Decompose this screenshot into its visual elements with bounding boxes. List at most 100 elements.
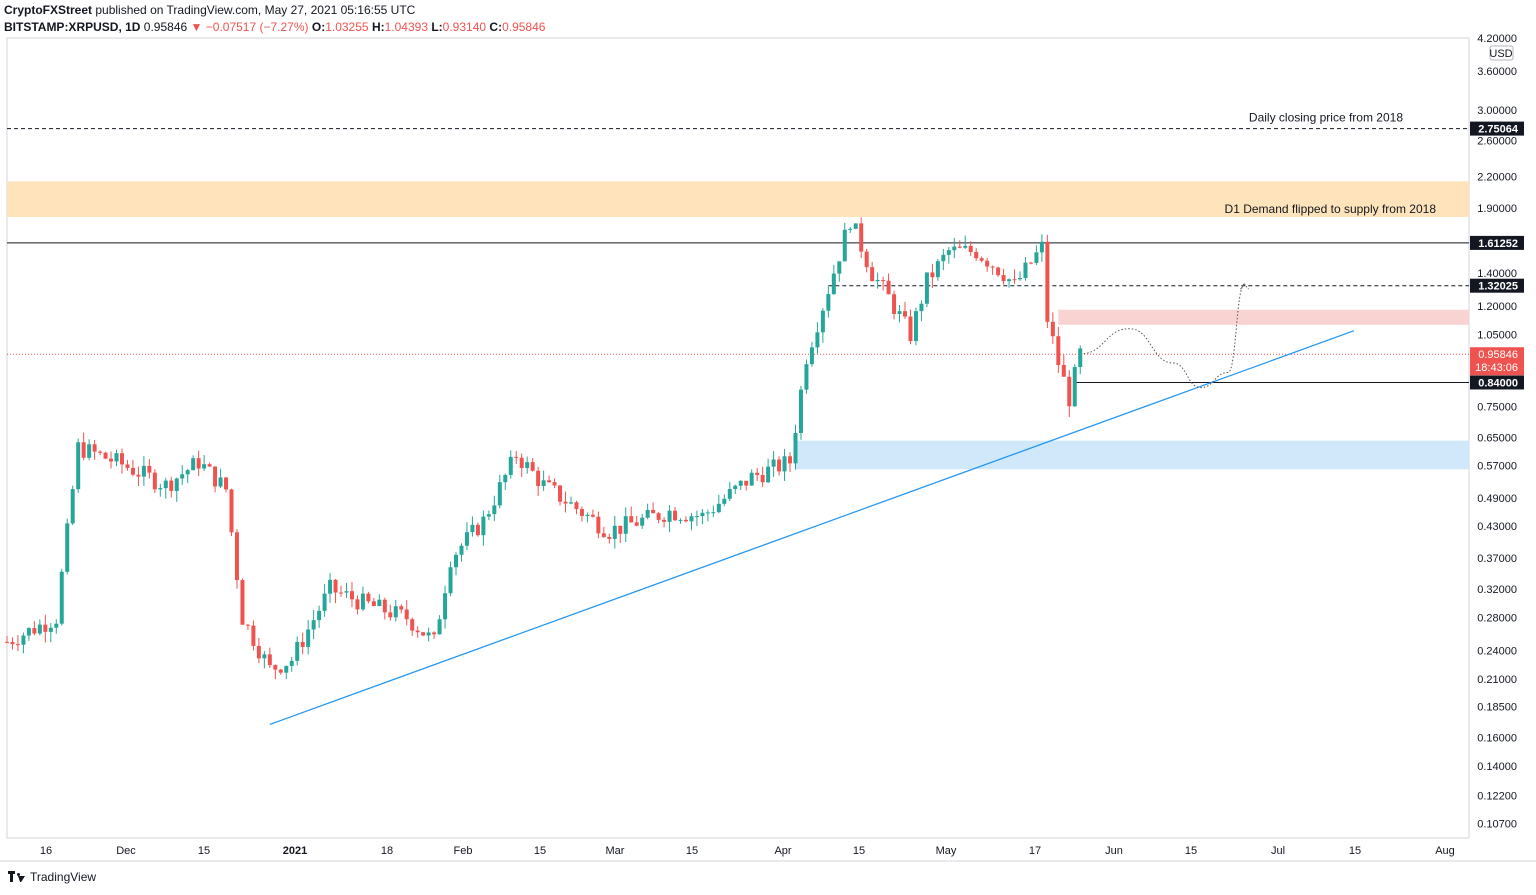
x-tick-label: Mar [606, 845, 625, 857]
candle-body [848, 228, 853, 230]
zone-note: D1 Demand flipped to supply from 2018 [1225, 202, 1437, 216]
x-tick-label: 15 [1349, 845, 1361, 857]
candle-body [837, 261, 842, 274]
candle-body [1007, 279, 1012, 282]
y-tick-label: 3.00000 [1477, 105, 1517, 117]
y-tick-label: 0.28000 [1477, 613, 1517, 625]
candle-body [81, 442, 86, 458]
level-price-label: 1.61252 [1478, 238, 1518, 250]
y-tick-label: 0.37000 [1477, 553, 1517, 565]
candle-body [596, 516, 601, 534]
candle-body [996, 267, 1001, 276]
candle-body [103, 452, 108, 459]
low-label: L: [431, 20, 443, 34]
level-price-tag [1470, 375, 1524, 390]
publish-info: CryptoFXStreet published on TradingView.… [4, 2, 415, 18]
y-tick-label: 0.10700 [1477, 819, 1517, 831]
y-tick-label: 2.60000 [1477, 136, 1517, 148]
level-price-label: 2.75064 [1478, 124, 1519, 136]
candle-body [640, 517, 645, 526]
candle-body [590, 514, 595, 517]
trendline [269, 330, 1355, 725]
candle-body [306, 629, 311, 647]
candle-body [371, 601, 376, 607]
ohlc-legend: BITSTAMP:XRPUSD, 1D 0.95846 ▼ −0.07517 (… [4, 19, 545, 35]
candle-body [558, 485, 563, 502]
candle-body [43, 624, 48, 632]
candle-body [273, 665, 278, 670]
candle-body [26, 628, 31, 636]
open-label: O: [311, 20, 326, 34]
x-tick-label: May [936, 845, 957, 857]
candle-body [667, 510, 672, 522]
candle-body [311, 620, 316, 630]
candle-body [59, 571, 64, 624]
candle-body [903, 311, 908, 317]
candle-body [48, 627, 53, 632]
candle-body [552, 482, 557, 486]
candle-body [503, 474, 508, 483]
y-tick-label: 1.40000 [1477, 268, 1517, 280]
y-tick-label: 0.49000 [1477, 493, 1517, 505]
candle-body [508, 456, 513, 475]
candle-body [388, 612, 393, 618]
candle-body [755, 472, 760, 475]
x-tick-label: Apr [774, 845, 791, 857]
candle-body [300, 641, 305, 647]
candle-body [683, 519, 688, 522]
candle-body [267, 654, 272, 666]
candle-body [278, 669, 283, 673]
high-label: H: [371, 20, 385, 34]
candle-body [924, 272, 929, 304]
candle-body [21, 635, 26, 645]
candle-body [892, 294, 897, 314]
candle-body [722, 498, 727, 504]
candle-body [448, 567, 453, 594]
candle-body [782, 456, 787, 472]
x-tick-label: Jun [1105, 845, 1123, 857]
candle-body [393, 606, 398, 618]
footer-brand: TradingView [30, 870, 97, 884]
countdown-label: 18:43:06 [1475, 362, 1518, 374]
candle-body [322, 593, 327, 611]
candle-body [656, 513, 661, 520]
candle-body [1012, 279, 1017, 281]
candle-body [618, 525, 623, 534]
candle-body [180, 474, 185, 479]
x-tick-label: 15 [534, 845, 546, 857]
x-tick-label: 16 [40, 845, 52, 857]
candle-body [251, 625, 256, 646]
candle-body [399, 606, 404, 610]
candle-body [974, 251, 979, 259]
x-tick-label: Jul [1271, 845, 1285, 857]
candle-body [382, 599, 387, 613]
candle-body [5, 641, 9, 643]
candle-body [1067, 376, 1072, 407]
candle-body [459, 545, 464, 555]
candle-body [1039, 241, 1044, 253]
candle-body [1028, 262, 1033, 264]
candle-body [202, 464, 207, 469]
price-change: −0.07517 (−7.27%) [205, 20, 309, 34]
last-price: 0.95846 [143, 20, 188, 34]
level-price-tag [1470, 235, 1524, 250]
candle-body [727, 489, 732, 499]
candle-body [536, 470, 541, 487]
candle-body [497, 482, 502, 506]
y-tick-label: 0.75000 [1477, 402, 1517, 414]
candle-body [875, 280, 880, 282]
candle-body [601, 533, 606, 537]
candle-body [366, 593, 371, 602]
candle-body [1050, 321, 1055, 337]
candle-body [196, 458, 201, 469]
publisher-name: CryptoFXStreet [4, 3, 93, 17]
candle-body [426, 632, 431, 636]
candle-body [1034, 252, 1039, 263]
candle-body [1061, 365, 1066, 377]
candle-body [809, 347, 814, 365]
y-tick-label: 0.43000 [1477, 521, 1517, 533]
y-tick-label: 2.20000 [1477, 171, 1517, 183]
level-price-label: 1.32025 [1478, 281, 1518, 293]
candle-body [355, 599, 360, 610]
